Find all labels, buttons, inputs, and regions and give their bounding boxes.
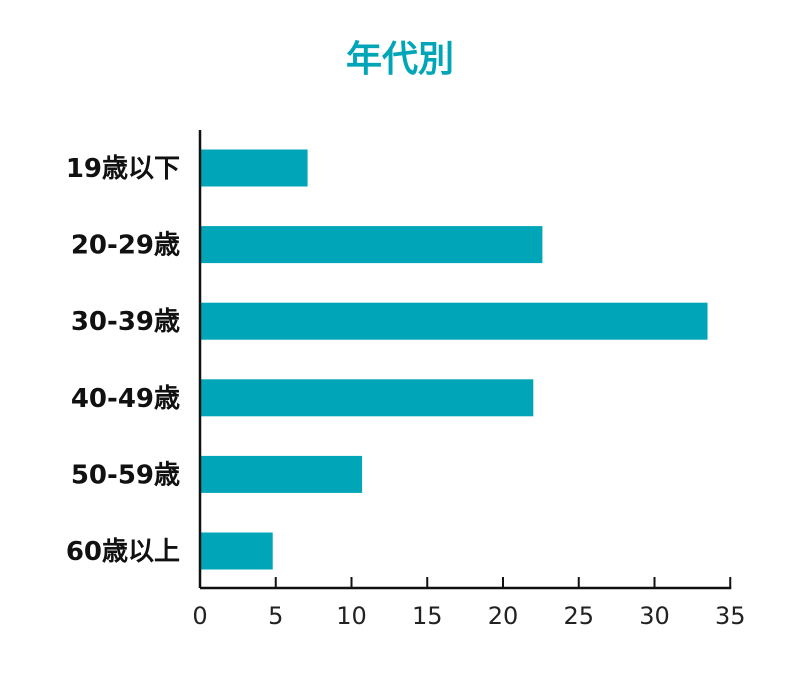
category-label-3: 40-49歳 xyxy=(71,384,180,414)
tick-label-4: 20 xyxy=(488,602,519,630)
category-label-1: 20-29歳 xyxy=(71,231,180,261)
bar-4 xyxy=(200,455,363,493)
bars-group xyxy=(200,149,708,570)
category-labels: 19歳以下 20-29歳 30-39歳 40-49歳 50-59歳 60歳以上 xyxy=(66,154,180,567)
tick-label-5: 25 xyxy=(563,602,594,630)
category-label-2: 30-39歳 xyxy=(71,307,180,337)
category-label-0: 19歳以下 xyxy=(66,154,180,184)
tick-label-3: 15 xyxy=(412,602,443,630)
bar-0 xyxy=(200,149,308,187)
category-label-4: 50-59歳 xyxy=(71,460,180,490)
bar-1 xyxy=(200,226,543,264)
bar-5 xyxy=(200,532,273,570)
tick-label-1: 5 xyxy=(268,602,283,630)
bar-3 xyxy=(200,379,534,417)
tick-label-7: 35 xyxy=(715,602,746,630)
x-axis-ticks: 0 5 10 15 20 25 30 35 xyxy=(192,577,746,630)
tick-label-6: 30 xyxy=(639,602,670,630)
category-label-5: 60歳以上 xyxy=(66,537,180,567)
tick-label-0: 0 xyxy=(192,602,207,630)
tick-label-2: 10 xyxy=(336,602,367,630)
chart-title: 年代別 xyxy=(345,39,454,80)
bar-2 xyxy=(200,302,708,340)
